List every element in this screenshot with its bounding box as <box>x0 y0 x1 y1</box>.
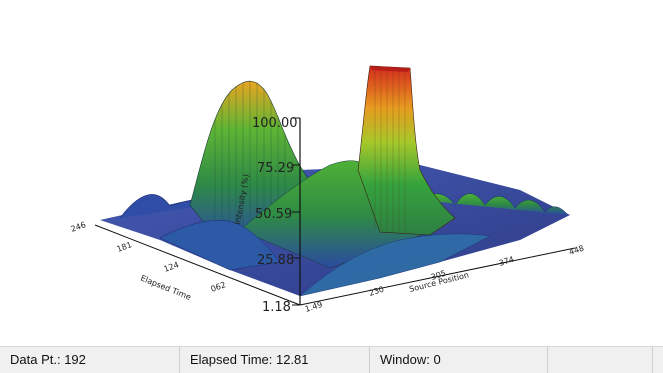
plot-area[interactable]: 100.00 75.29 50.59 25.88 1.18 Intensity … <box>0 0 663 346</box>
status-bar: Data Pt.: 192 Elapsed Time: 12.81 Window… <box>0 346 663 373</box>
x-tick-label: 448 <box>568 244 585 257</box>
status-data-point: Data Pt.: 192 <box>0 347 180 373</box>
z-tick-label: 100.00 <box>252 116 298 131</box>
y-axis-label: Elapsed Time <box>139 274 192 302</box>
x-tick-label: 374 <box>498 255 515 268</box>
status-elapsed-time: Elapsed Time: 12.81 <box>180 347 370 373</box>
z-tick-label: 50.59 <box>255 207 292 222</box>
x-tick-label: 1.49 <box>304 300 324 314</box>
y-tick-label: 062 <box>210 280 227 294</box>
y-tick-label: 246 <box>70 220 87 234</box>
z-tick-label: 75.29 <box>257 161 294 176</box>
z-tick-label: 1.18 <box>262 300 291 315</box>
status-window: Window: 0 <box>370 347 548 373</box>
surface-peak-right <box>357 65 456 236</box>
status-extra-1 <box>548 347 653 373</box>
y-tick-label: 124 <box>163 260 180 274</box>
x-tick-label: 305 <box>430 269 447 282</box>
3d-surface-plot[interactable]: 100.00 75.29 50.59 25.88 1.18 Intensity … <box>0 0 663 346</box>
status-extra-2 <box>653 347 663 373</box>
z-tick-label: 25.88 <box>257 253 294 268</box>
x-tick-label: 230 <box>368 285 385 298</box>
surface-front <box>299 233 491 297</box>
y-tick-label: 181 <box>116 240 133 254</box>
